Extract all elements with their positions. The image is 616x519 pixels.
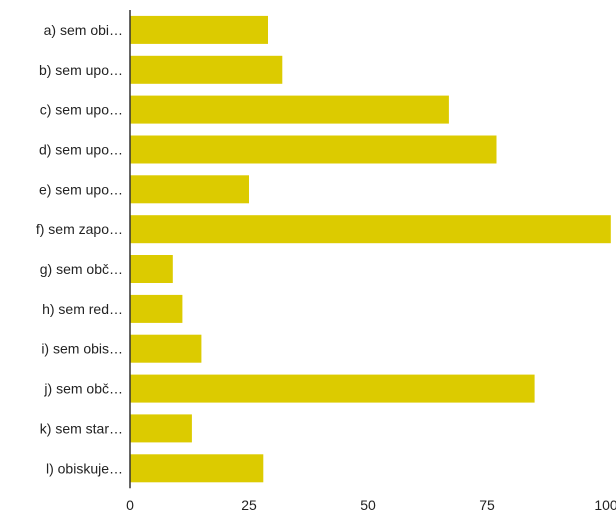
bar <box>130 454 264 483</box>
category-label: c) sem upo… <box>40 102 123 118</box>
bar <box>130 414 192 443</box>
category-label: h) sem red… <box>42 301 123 317</box>
bar <box>130 334 202 363</box>
bar <box>130 135 497 164</box>
x-tick-label: 0 <box>126 497 134 513</box>
category-labels-group: a) sem obi… b) sem upo… c) sem upo… d) sem … <box>36 22 123 476</box>
bar <box>130 255 173 283</box>
bar <box>130 55 283 84</box>
x-tick-label: 25 <box>241 497 257 513</box>
category-label: i) sem obis… <box>41 341 123 357</box>
x-tick-label: 100 <box>594 497 616 513</box>
category-label: a) sem obi… <box>44 22 123 38</box>
category-label: k) sem star… <box>40 420 123 436</box>
category-label: l) obiskuje… <box>46 460 123 476</box>
category-label: b) sem upo… <box>39 62 123 78</box>
bar <box>130 294 183 323</box>
category-label: j) sem obč… <box>43 381 123 397</box>
category-label: f) sem zapo… <box>36 221 123 237</box>
bars-group <box>130 15 611 483</box>
bar <box>130 15 268 44</box>
bar <box>130 175 249 204</box>
x-tick-labels-group: 0 25 50 75 100 <box>126 497 616 513</box>
x-tick-label: 50 <box>360 497 376 513</box>
category-label: e) sem upo… <box>39 181 123 197</box>
x-tick-label: 75 <box>479 497 495 513</box>
bar <box>130 95 449 124</box>
bar <box>130 215 611 244</box>
bar <box>130 374 535 403</box>
category-label: d) sem upo… <box>39 142 123 158</box>
category-label: g) sem obč… <box>40 261 123 277</box>
